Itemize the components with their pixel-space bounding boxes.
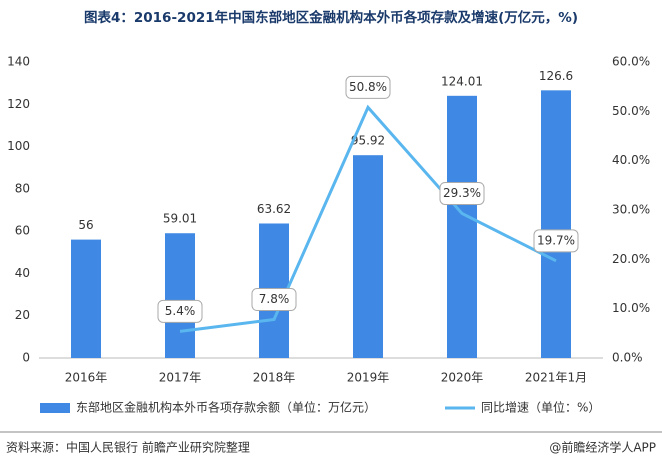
credit: @前瞻经济学人APP (549, 440, 656, 455)
line-label-box (439, 181, 485, 205)
line-value-label: 7.8% (259, 292, 290, 306)
x-tick-label: 2021年1月 (525, 371, 587, 385)
legend-label: 同比增速（单位：%） (481, 400, 600, 415)
y2-tick-label: 20.0% (612, 252, 650, 266)
x-tick-label: 2016年 (65, 371, 108, 385)
y2-tick-label: 30.0% (612, 203, 650, 217)
line-value-label: 29.3% (443, 186, 481, 200)
y-tick-label: 20 (15, 308, 30, 322)
legend-label: 东部地区金融机构本外币各项存款余额（单位：万亿元） (76, 400, 376, 415)
line-value-label: 50.8% (349, 80, 387, 94)
x-tick-label: 2018年 (253, 371, 296, 385)
bar (353, 155, 383, 358)
y-tick-label: 80 (15, 181, 30, 195)
line-value-label: 19.7% (537, 233, 575, 247)
x-tick-label: 2019年 (347, 371, 390, 385)
bar-value-label: 59.01 (163, 212, 197, 226)
bar-value-label: 126.6 (539, 69, 573, 83)
line-label-box (345, 75, 391, 99)
y-tick-label: 120 (7, 97, 30, 111)
line-label-box (533, 229, 579, 253)
line-label-box (251, 288, 297, 312)
source: 资料来源：中国人民银行 前瞻产业研究院整理 (6, 440, 250, 455)
y-tick-label: 40 (15, 266, 30, 280)
y-tick-label: 140 (7, 55, 30, 69)
bar (71, 239, 101, 358)
bar-value-label: 95.92 (351, 134, 385, 148)
line (179, 104, 557, 333)
line-value-label: 5.4% (165, 304, 196, 318)
y2-tick-label: 60.0% (612, 55, 650, 69)
y-tick-label: 100 (7, 139, 30, 153)
legend-swatch (40, 403, 70, 413)
y-tick-label: 0 (22, 351, 30, 365)
line-label-box (157, 299, 203, 323)
x-tick-label: 2017年 (159, 371, 202, 385)
bar (541, 90, 571, 359)
bar-value-label: 56 (78, 218, 93, 232)
y-tick-label: 60 (15, 224, 30, 238)
y2-tick-label: 50.0% (612, 104, 650, 118)
chart-title: 图表4：2016-2021年中国东部地区金融机构本外币各项存款及增速(万亿元，%… (84, 9, 578, 26)
y2-tick-label: 10.0% (612, 301, 650, 315)
x-tick-label: 2020年 (441, 371, 484, 385)
bar-value-label: 63.62 (257, 202, 291, 216)
bar-value-label: 124.01 (441, 74, 483, 88)
y2-tick-label: 0.0% (612, 351, 643, 365)
bar (447, 95, 477, 358)
bar (165, 233, 195, 358)
y2-tick-label: 40.0% (612, 153, 650, 167)
